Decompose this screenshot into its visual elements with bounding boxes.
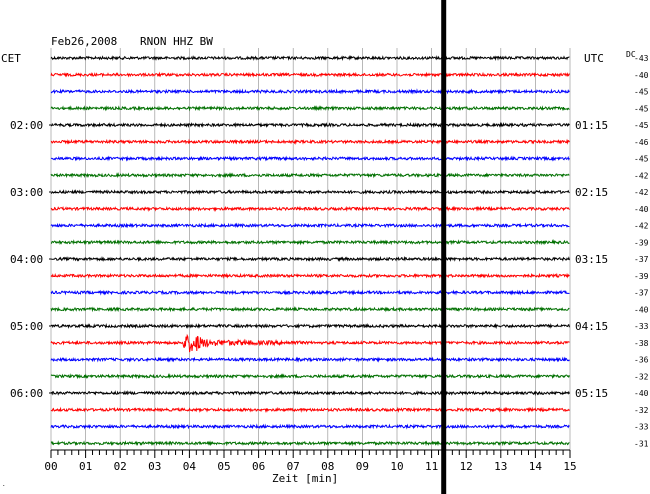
left-hour-label: 02:00 [10, 119, 43, 132]
traces [50, 55, 570, 447]
right-hour-label: 05:15 [575, 387, 608, 400]
dc-offset-label: -40 [634, 71, 649, 80]
grid [50, 48, 571, 450]
dc-offset-label: -32 [634, 406, 649, 415]
trace-row [50, 423, 570, 430]
trace-row [50, 138, 570, 145]
x-tick-label: 00 [44, 460, 57, 473]
x-tick-label: 15 [563, 460, 576, 473]
trace-row [50, 440, 570, 447]
x-tick-label: 11 [425, 460, 438, 473]
dc-offset-label: -45 [634, 155, 649, 164]
right-hour-label: 01:15 [575, 119, 608, 132]
trace-row [50, 172, 570, 179]
dc-offset-label: -42 [634, 222, 649, 231]
left-hour-label: 03:00 [10, 186, 43, 199]
dc-offset-label: -45 [634, 88, 649, 97]
x-tick-label: 04 [183, 460, 197, 473]
trace-row [50, 188, 570, 196]
dc-offset-label: -37 [634, 289, 649, 298]
trace-row [50, 239, 570, 246]
trace-row [50, 272, 570, 279]
x-tick-label: 09 [356, 460, 369, 473]
dc-offset-label: -45 [634, 104, 649, 113]
trace-row [50, 222, 570, 229]
x-axis: 00 01 02 03 04 05 06 07 08 09 10 11 12 13 14 15 [44, 449, 577, 473]
right-hour-label: 04:15 [575, 320, 608, 333]
left-hour-label: 04:00 [10, 253, 43, 266]
trace-row [50, 155, 570, 162]
dc-offset-label: -42 [634, 188, 649, 197]
dc-offset-label: -39 [634, 272, 649, 281]
trace-row [50, 406, 570, 413]
x-axis-label: Zeit [min] [272, 472, 338, 485]
x-tick-label: 14 [529, 460, 543, 473]
trace-row [50, 390, 570, 397]
trace-row [51, 121, 570, 129]
left-hour-label: 05:00 [10, 320, 43, 333]
dc-offset-label: -33 [634, 423, 649, 432]
trace-row [50, 205, 570, 212]
right-timezone-label: UTC [584, 52, 604, 65]
dc-offset-label: -32 [634, 372, 649, 381]
dc-offset-label: -40 [634, 205, 649, 214]
trace-row [50, 333, 570, 353]
x-tick-label: 07 [287, 460, 300, 473]
x-tick-label: 02 [114, 460, 127, 473]
trace-row [50, 71, 570, 78]
dc-offset-label: -31 [634, 439, 649, 448]
dc-offset-label: -36 [634, 356, 649, 365]
dc-offset-label: -43 [634, 54, 649, 63]
x-tick-label: 06 [252, 460, 265, 473]
dc-offset-label: -39 [634, 238, 649, 247]
left-timezone-label: CET [1, 52, 21, 65]
trace-row [50, 306, 570, 313]
date-title: Feb26,2008 [51, 35, 117, 48]
row-labels: 02:00 03:00 04:00 05:00 06:00 01:15 02:15 03:15… [10, 54, 649, 448]
trace-row [50, 88, 570, 95]
station-title: RNON HHZ BW [140, 35, 213, 48]
dc-offset-label: -40 [634, 305, 649, 314]
dc-offset-label: -46 [634, 138, 649, 147]
x-tick-label: 03 [148, 460, 161, 473]
dc-label: DC [626, 50, 636, 59]
trace-row [50, 289, 570, 296]
dc-offset-label: -42 [634, 171, 649, 180]
x-tick-label: 05 [217, 460, 230, 473]
trace-row [50, 105, 570, 112]
dc-offset-label: -38 [634, 339, 649, 348]
dc-offset-label: -37 [634, 255, 649, 264]
right-hour-label: 03:15 [575, 253, 608, 266]
trace-row [50, 356, 570, 363]
trace-row [50, 322, 570, 330]
x-tick-label: 08 [321, 460, 334, 473]
trace-row [50, 55, 570, 62]
dc-offset-label: -33 [634, 322, 649, 331]
x-tick-label: 10 [390, 460, 403, 473]
dc-offset-label: -45 [634, 121, 649, 130]
corner-mark: . [2, 481, 6, 488]
x-tick-label: 01 [79, 460, 92, 473]
left-hour-label: 06:00 [10, 387, 43, 400]
x-tick-label: 12 [460, 460, 473, 473]
trace-row [50, 255, 570, 263]
dc-offset-label: -40 [634, 389, 649, 398]
trace-row [50, 373, 570, 380]
x-tick-label: 13 [494, 460, 507, 473]
right-hour-label: 02:15 [575, 186, 608, 199]
